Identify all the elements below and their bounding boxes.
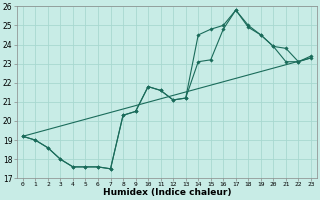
- X-axis label: Humidex (Indice chaleur): Humidex (Indice chaleur): [103, 188, 231, 197]
